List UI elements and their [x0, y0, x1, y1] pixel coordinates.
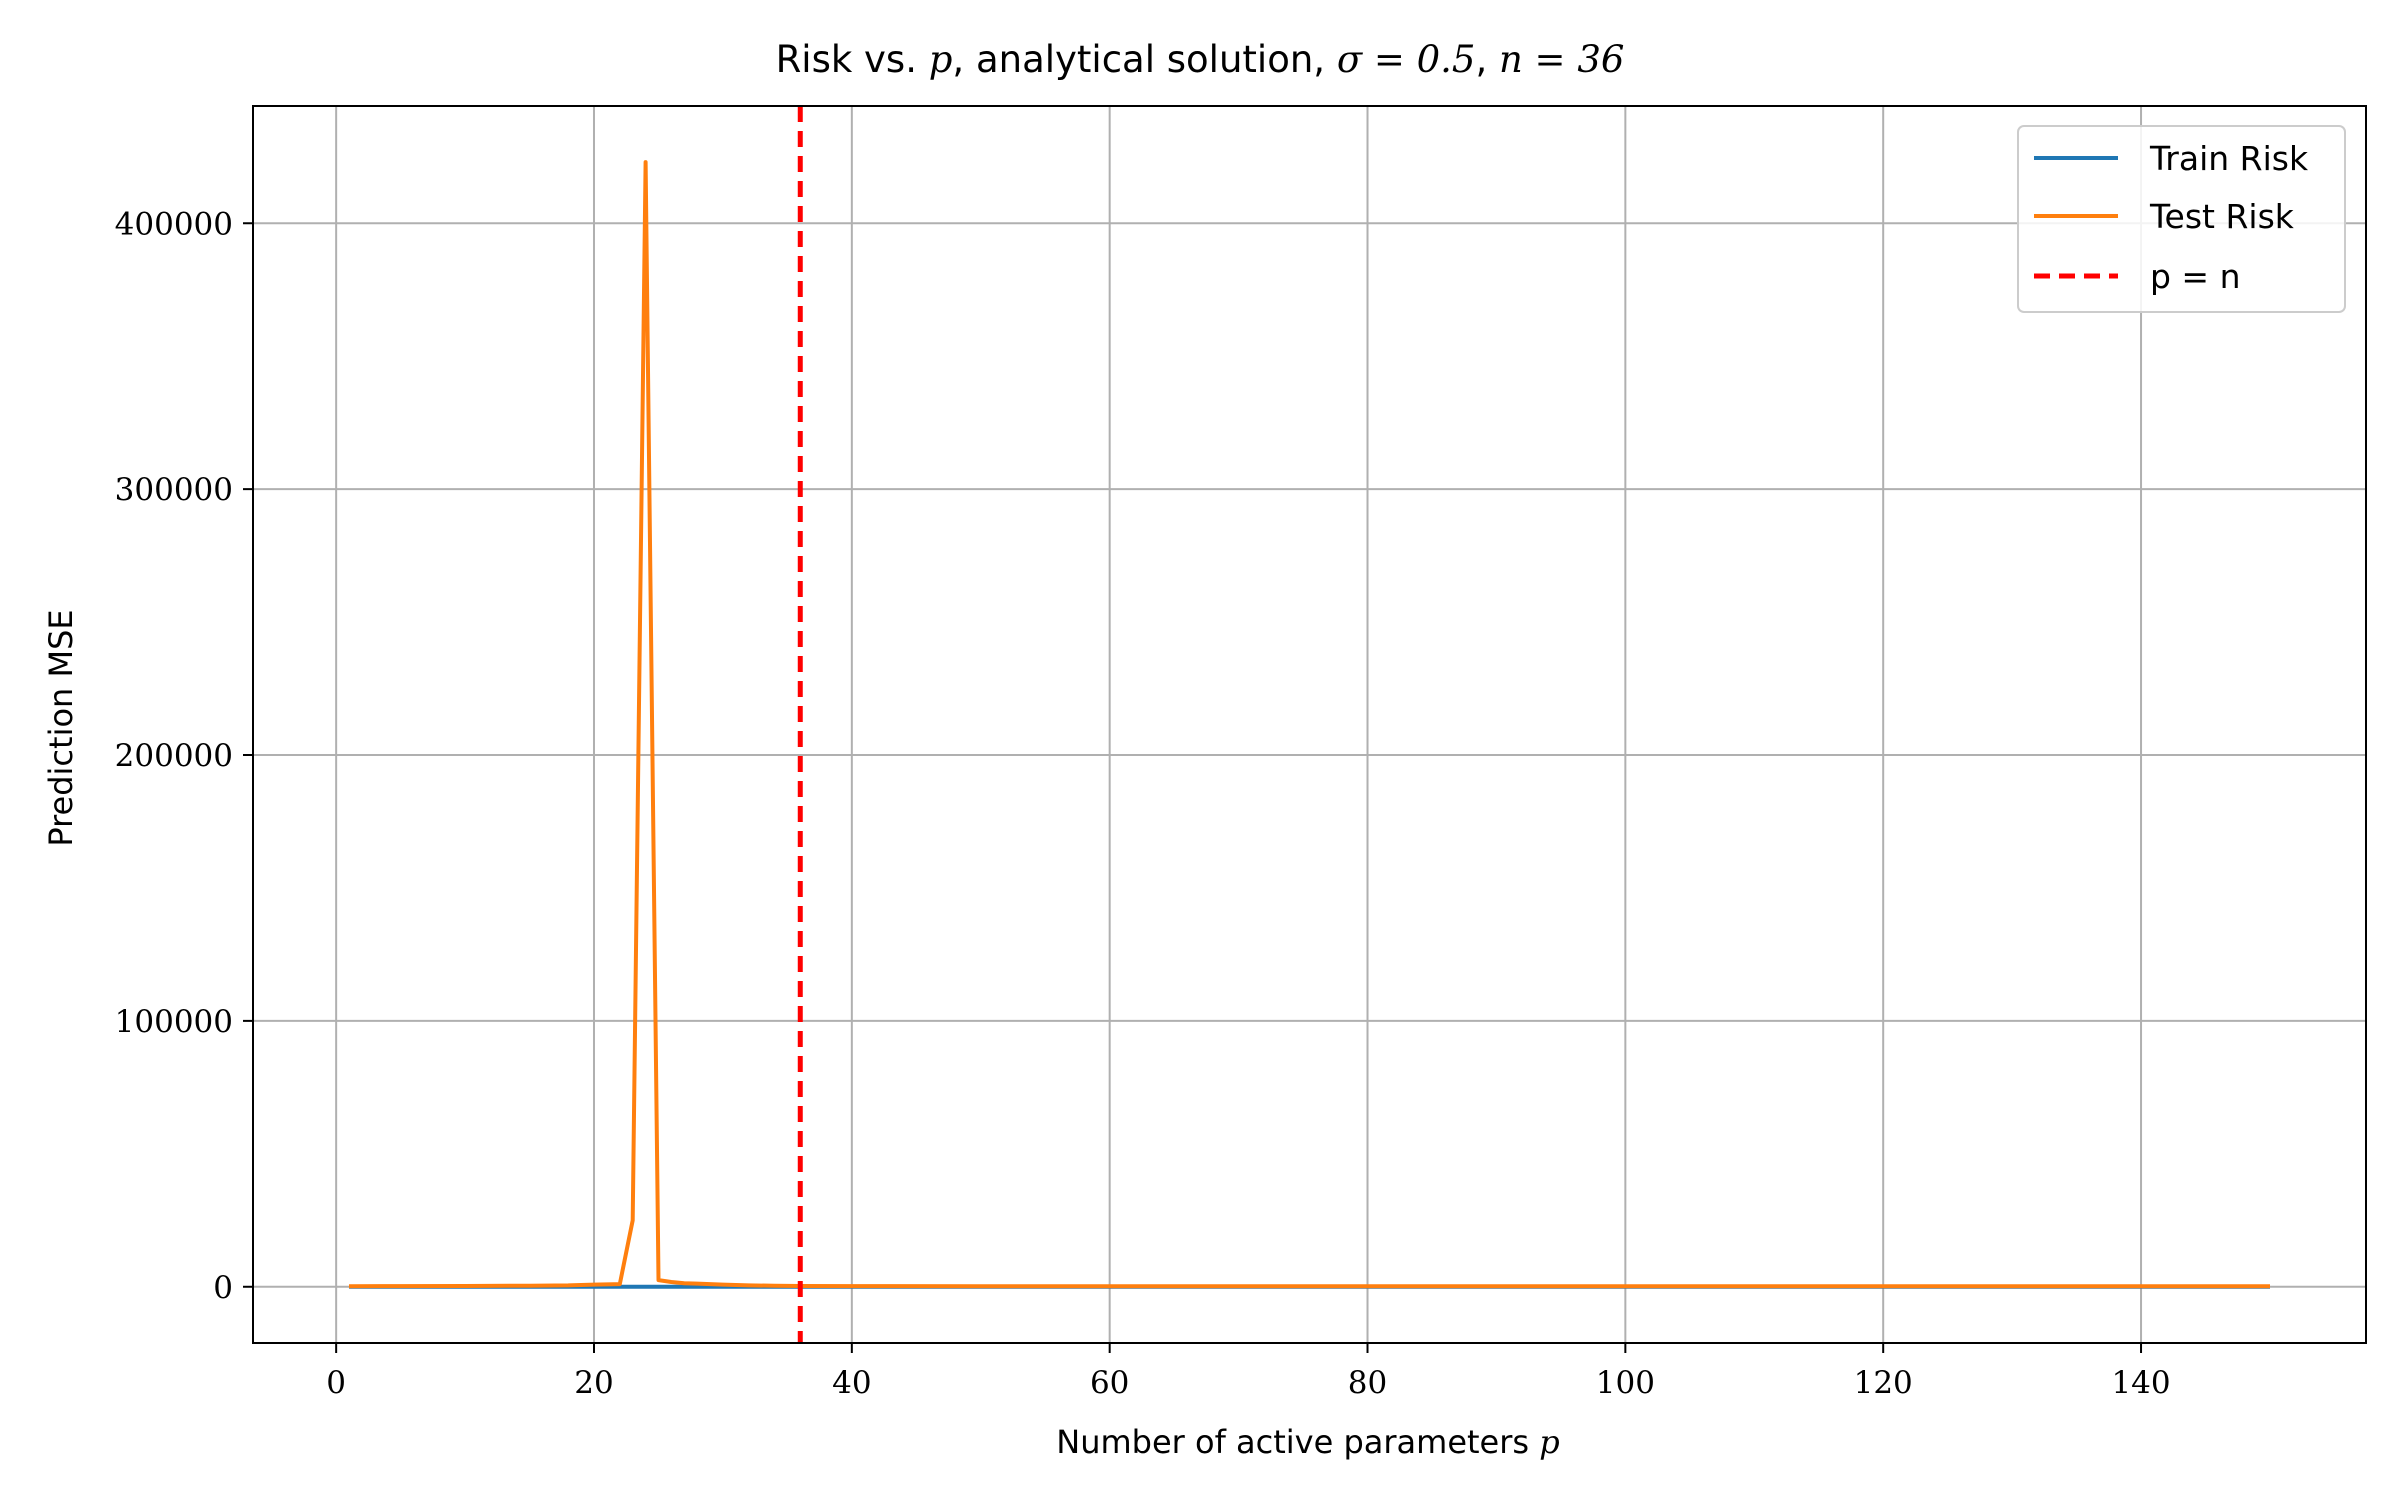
ticks: 0 20 40 60 80 100 120 140 0 100000 200000 300000 400… [115, 206, 2171, 1401]
x-tick-label: 20 [574, 1365, 613, 1401]
title-var-p: p [929, 38, 953, 81]
y-tick-label: 200000 [115, 738, 233, 774]
series-line-test-risk [348, 160, 2270, 1289]
title-sep: , [1475, 38, 1499, 81]
y-tick-label: 400000 [115, 206, 233, 242]
chart-title: Risk vs. p, analytical solution, σ = 0.5… [776, 38, 1625, 81]
series-layer [348, 106, 2270, 1343]
legend-label-p-equals-n: p = n [2150, 257, 2241, 296]
legend-label-train-risk: Train Risk [2149, 139, 2309, 178]
y-tick-label: 100000 [115, 1004, 233, 1040]
legend: Train Risk Test Risk p = n [2017, 125, 2346, 313]
axes-frame [252, 105, 2367, 1344]
x-tick-label: 120 [1854, 1365, 1913, 1401]
x-tick-label: 100 [1596, 1365, 1655, 1401]
legend-box [2017, 125, 2346, 313]
title-prefix: Risk vs. [776, 38, 929, 81]
y-tick-label: 0 [213, 1270, 233, 1306]
x-tick-label: 0 [326, 1365, 346, 1401]
x-tick-label: 140 [2111, 1365, 2170, 1401]
x-axis-label-var: p [1539, 1423, 1559, 1461]
x-tick-label: 60 [1090, 1365, 1129, 1401]
legend-label-test-risk: Test Risk [2149, 197, 2295, 236]
title-n: n = 36 [1499, 38, 1624, 81]
x-tick-label: 40 [832, 1365, 871, 1401]
y-tick-label: 300000 [115, 472, 233, 508]
x-tick-label: 80 [1348, 1365, 1387, 1401]
y-axis-label: Prediction MSE [42, 609, 80, 846]
title-mid: , analytical solution, [952, 38, 1336, 81]
x-axis-label-text: Number of active parameters [1056, 1423, 1539, 1461]
title-sigma: σ = 0.5 [1337, 38, 1476, 81]
x-axis-label: Number of active parameters p [1056, 1423, 1559, 1461]
